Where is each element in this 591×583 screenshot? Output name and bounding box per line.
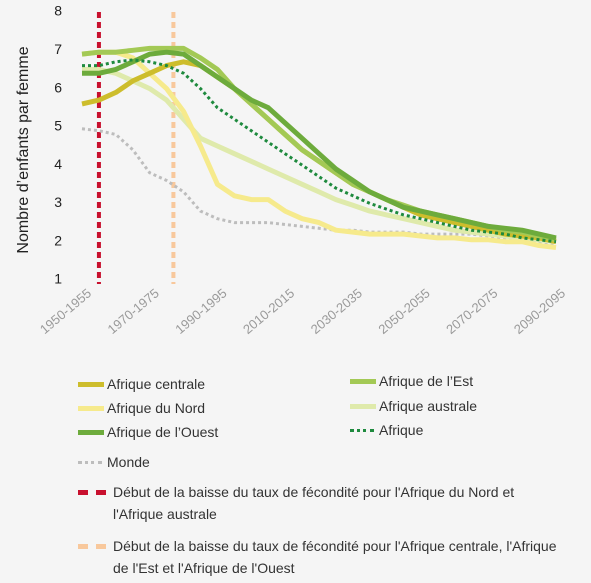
- legend-swatch: [78, 382, 104, 387]
- legend-label: Afrique australe: [379, 398, 478, 414]
- legend-swatch: [350, 429, 374, 432]
- legend-label: Afrique de l’Ouest: [107, 424, 219, 440]
- y-tick-label: 8: [54, 3, 62, 19]
- y-tick-label: 7: [54, 41, 62, 57]
- series-line: [82, 49, 557, 241]
- legend-label: Afrique: [379, 422, 424, 438]
- y-tick-label: 3: [54, 194, 62, 210]
- y-tick-label: 4: [54, 156, 62, 172]
- series-line: [82, 66, 557, 245]
- y-tick-label: 2: [54, 232, 62, 248]
- legend-swatch: [78, 544, 106, 549]
- y-tick-label: 6: [54, 79, 62, 95]
- legend-label: Afrique du Nord: [107, 400, 206, 416]
- legend-label: Début de la baisse du taux de fécondité …: [113, 538, 557, 576]
- y-tick-label: 5: [54, 118, 62, 134]
- series-line: [81, 49, 557, 250]
- y-tick-label: 1: [54, 271, 62, 287]
- x-tick-label: 2070-2075: [443, 285, 500, 336]
- chart: Nombre d’enfants par femme 1 2 3 4 5 6 7 8 1950-…: [15, 3, 568, 337]
- legend-label: Monde: [107, 454, 150, 470]
- legend-swatch: [78, 490, 106, 495]
- series-line: [81, 127, 557, 246]
- x-tick-label: 2090-2095: [511, 285, 568, 336]
- x-tick-label: 1970-1975: [105, 285, 162, 336]
- legend-label: Début de la baisse du taux de fécondité …: [113, 484, 515, 522]
- legend-swatch: [350, 404, 376, 409]
- x-tick-label: 2030-2035: [308, 285, 365, 336]
- x-tick-label: 1950-1955: [37, 285, 94, 336]
- y-axis-label: Nombre d’enfants par femme: [15, 46, 32, 253]
- legend-swatch: [78, 430, 104, 435]
- legend-swatch: [350, 379, 376, 384]
- legend-label: Afrique de l’Est: [379, 373, 474, 389]
- x-tick-label: 2010-2015: [240, 285, 297, 336]
- legend-swatch: [78, 461, 102, 464]
- series-line: [82, 58, 557, 244]
- x-tick-label: 1990-1995: [172, 285, 229, 336]
- legend-label: Afrique centrale: [107, 376, 206, 392]
- legend-swatch: [78, 406, 104, 411]
- x-tick-label: 2050-2055: [375, 285, 432, 336]
